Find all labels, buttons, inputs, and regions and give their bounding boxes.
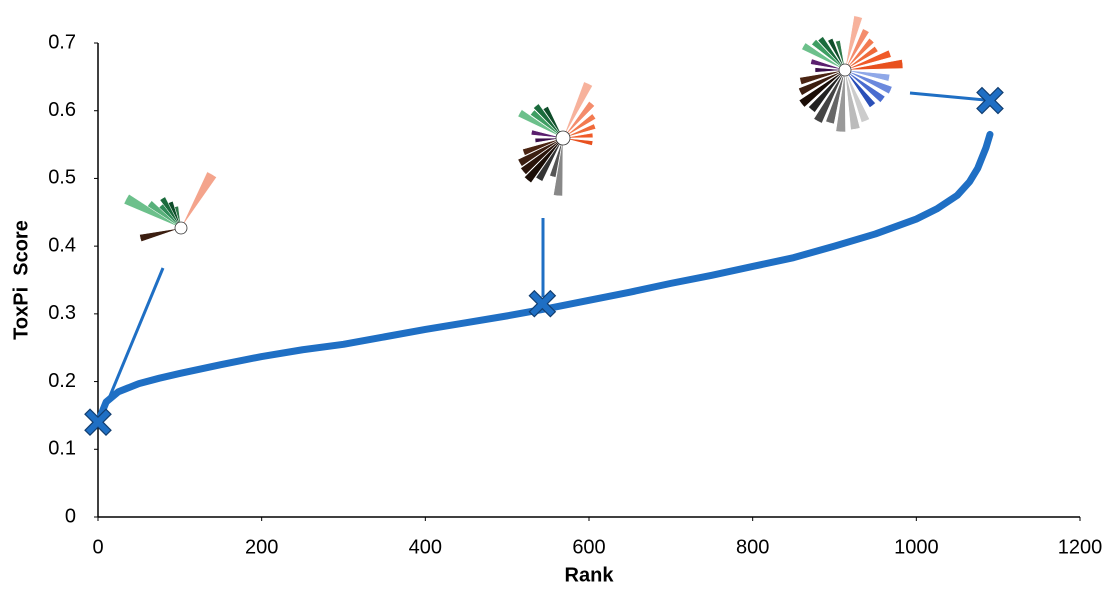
x-tick-label: 1000: [894, 536, 939, 558]
x-tick-label: 200: [245, 536, 278, 558]
toxpi-glyphs: [124, 16, 903, 242]
y-tick-label: 0: [65, 505, 76, 527]
y-tick-label: 0.2: [48, 370, 76, 392]
chart: Rank ToxPi Score 0 0.1 0.2 0.3 0.4 0.5 0.6 0.7 0…: [0, 0, 1112, 588]
y-axis-label: ToxPi Score: [10, 220, 32, 340]
x-tick-label: 1200: [1058, 536, 1103, 558]
y-tick-label: 0.6: [48, 99, 76, 121]
y-tick-label: 0.4: [48, 234, 76, 256]
glyph-center: [175, 222, 187, 234]
glyph-center: [839, 64, 851, 76]
x-tick-label: 0: [92, 536, 103, 558]
y-tick-label: 0.3: [48, 302, 76, 324]
x-tick-label: 400: [409, 536, 442, 558]
glyph-center: [556, 131, 570, 145]
y-tick-label: 0.5: [48, 167, 76, 189]
x-axis-label: Rank: [565, 564, 615, 586]
x-tick-label: 600: [572, 536, 605, 558]
y-tick-label: 0.1: [48, 438, 76, 460]
glyph-wedge: [140, 228, 181, 242]
y-tick-label: 0.7: [48, 31, 76, 53]
glyph-wedge: [181, 172, 217, 228]
connector: [910, 93, 985, 100]
x-tick-label: 800: [736, 536, 769, 558]
